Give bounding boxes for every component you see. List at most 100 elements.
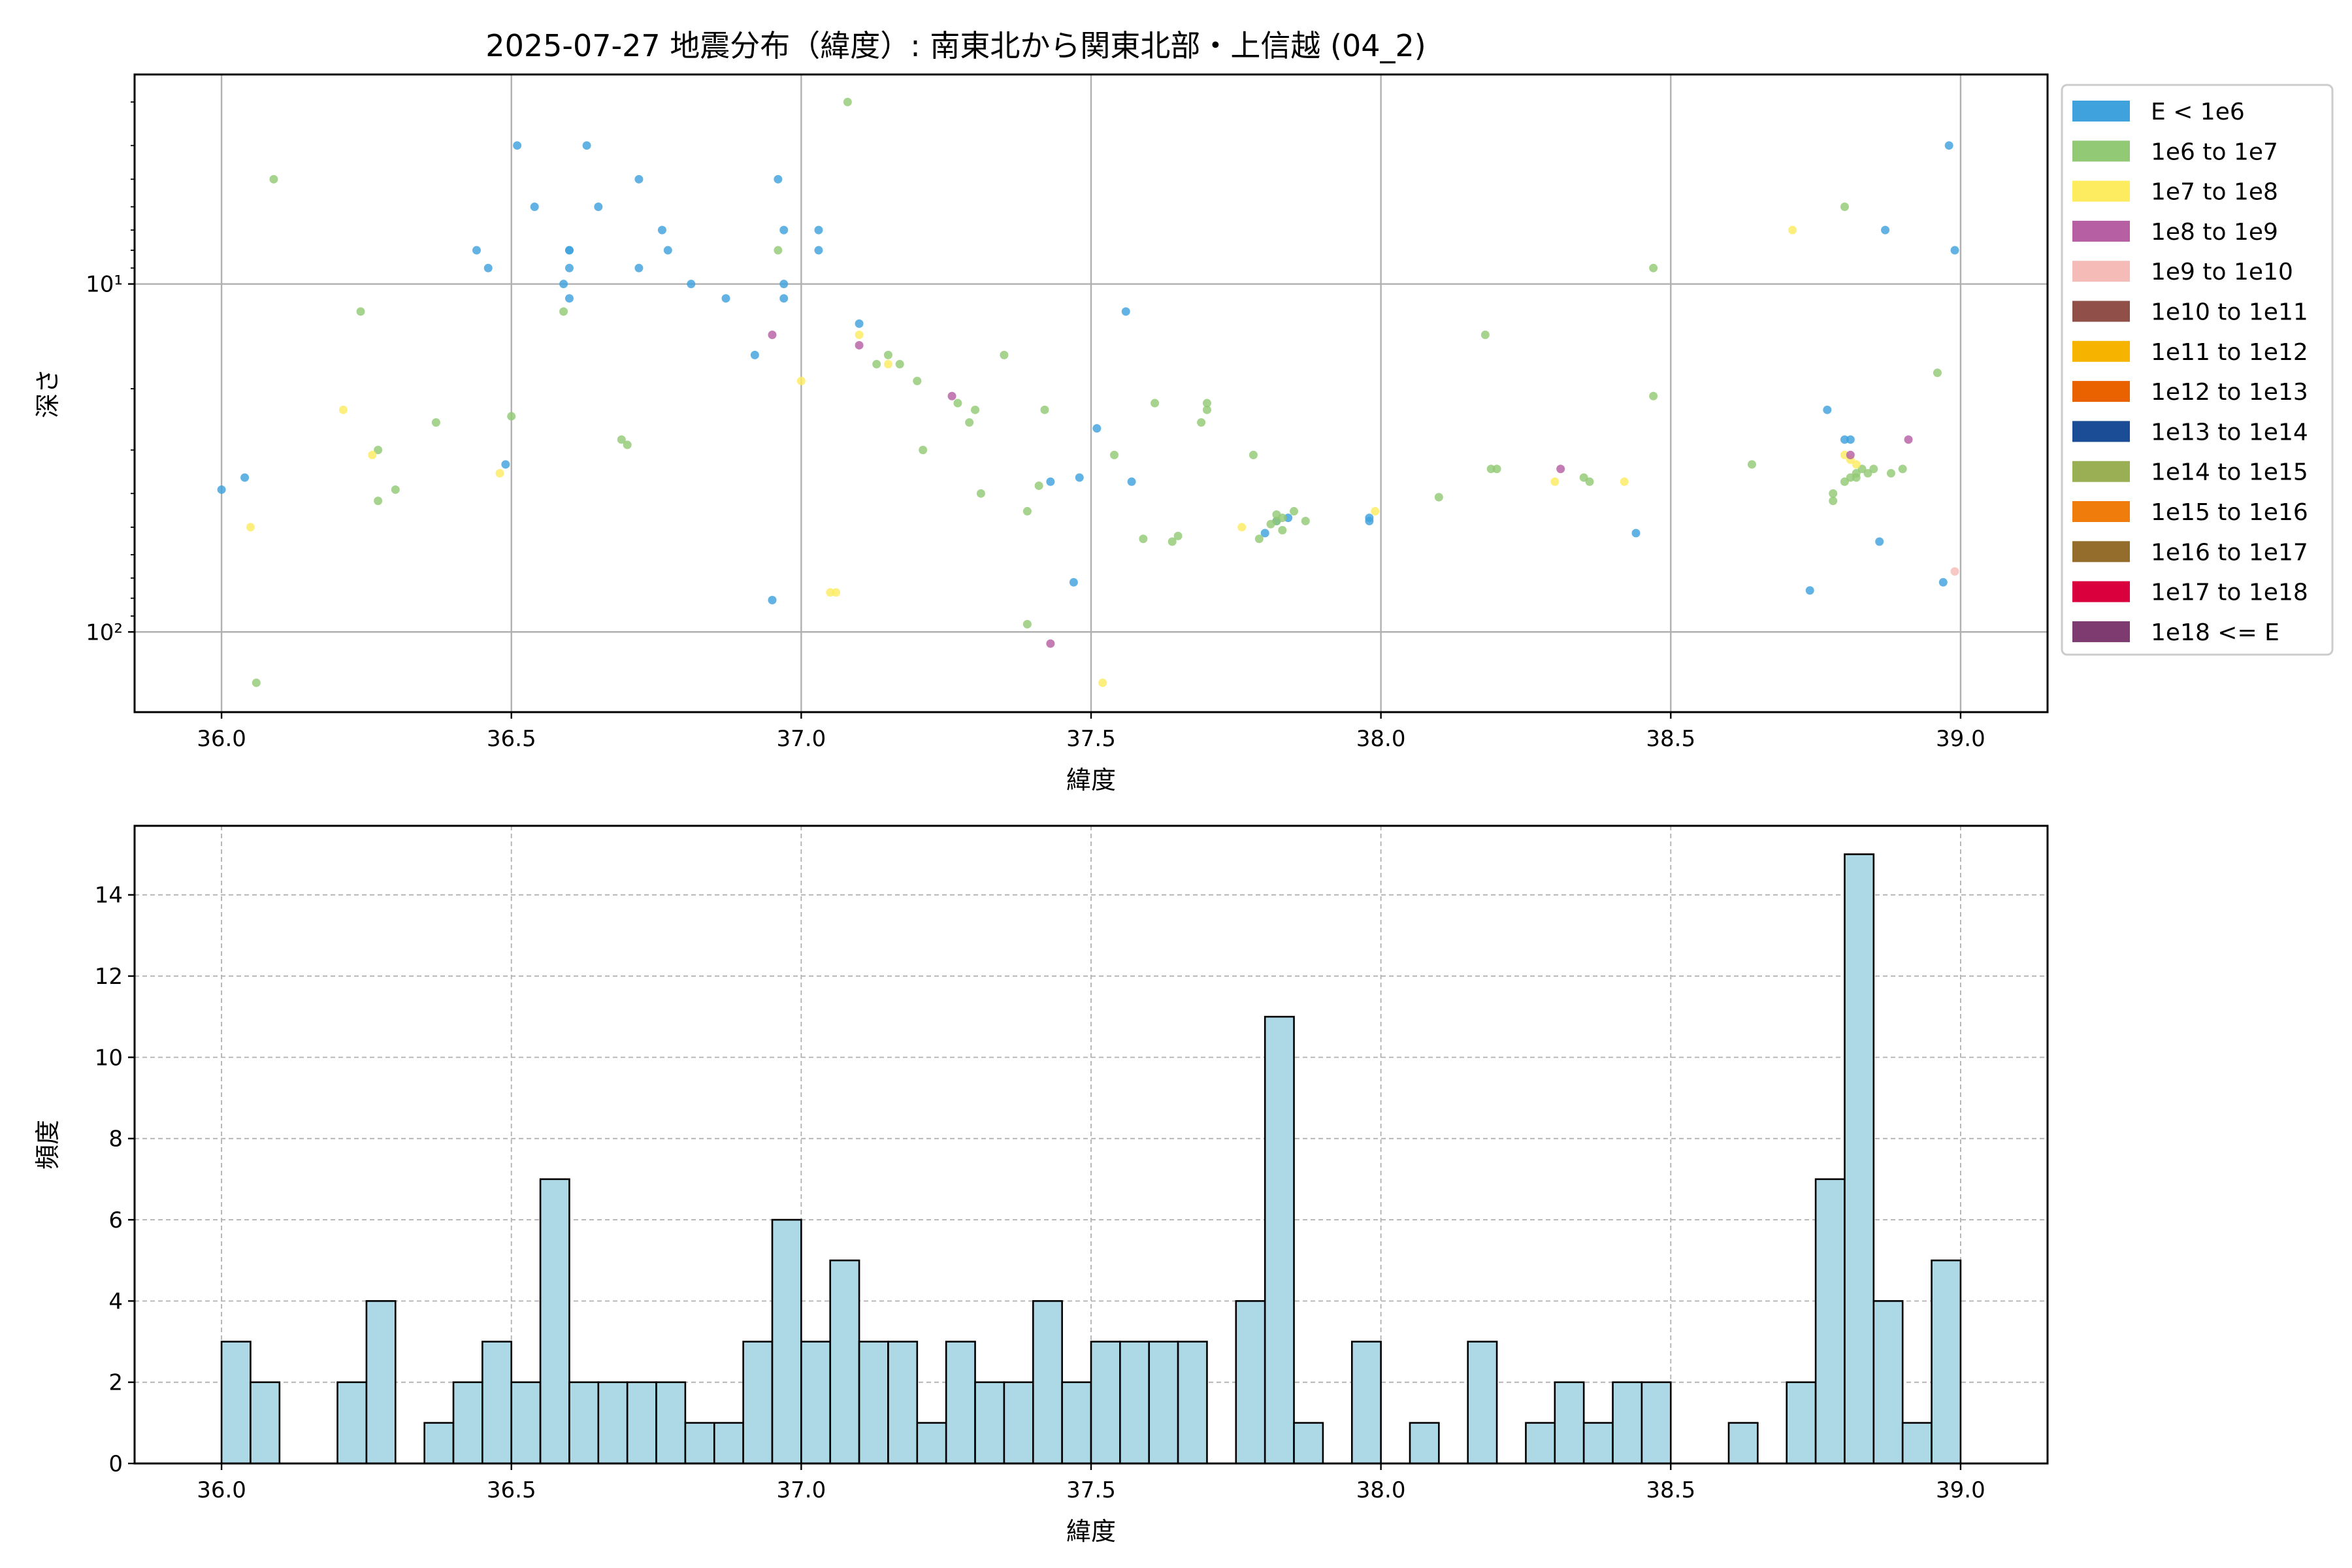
histogram-bar [482, 1341, 513, 1465]
histogram-bar [1931, 1259, 1962, 1465]
scatter-point [1840, 203, 1849, 212]
scatter-point [252, 678, 261, 687]
histogram-bar [1148, 1341, 1179, 1465]
scatter-point [814, 246, 823, 255]
scatter-point [855, 330, 864, 339]
scatter-point [495, 468, 504, 478]
scatter-point [594, 203, 603, 212]
legend: E < 1e6 1e6 to 1e7 1e7 to 1e8 1e8 to 1e9 1e9… [2061, 84, 2334, 656]
histogram-y-tick-label: 12 [95, 964, 123, 990]
legend-swatch [2072, 541, 2130, 563]
scatter-points [217, 97, 1959, 687]
histogram-grid [135, 826, 2048, 1464]
scatter-point [559, 307, 568, 316]
scatter-point [1139, 534, 1148, 544]
histogram-bar [713, 1422, 744, 1465]
histogram-bar [771, 1218, 802, 1465]
scatter-point [721, 294, 730, 303]
scatter-point [1121, 307, 1130, 316]
scatter-x-ticks: 36.0 36.5 37.0 37.5 38.0 38.5 39.0 [197, 712, 1985, 752]
histogram-bar [858, 1341, 889, 1465]
histogram-y-tick-label: 2 [108, 1370, 123, 1396]
scatter-point [1371, 507, 1380, 516]
scatter-point [768, 330, 777, 339]
legend-swatch [2072, 340, 2130, 362]
scatter-point [965, 418, 974, 427]
scatter-point [1197, 418, 1206, 427]
scatter-point [507, 412, 516, 421]
scatter-point [1034, 481, 1043, 490]
histogram-bar [887, 1341, 919, 1465]
scatter-point [559, 280, 568, 289]
scatter-point [1944, 141, 1953, 150]
legend-swatch [2072, 621, 2130, 642]
scatter-point [1585, 477, 1594, 486]
legend-entry-label: E < 1e6 [2151, 99, 2245, 125]
histogram-bar [1612, 1381, 1643, 1465]
histogram-bar [1090, 1341, 1121, 1465]
histogram-bar [1293, 1422, 1324, 1465]
scatter-point [269, 174, 278, 184]
scatter-x-tick-label: 39.0 [1936, 726, 1985, 752]
histogram-bar [1409, 1422, 1440, 1465]
scatter-point [634, 263, 644, 272]
scatter-point [1875, 537, 1884, 546]
scatter-x-tick-label: 37.0 [777, 726, 826, 752]
scatter-point [779, 280, 789, 289]
scatter-point [919, 446, 928, 455]
histogram-bar [452, 1381, 483, 1465]
legend-swatch [2072, 180, 2130, 202]
histogram-bar [1467, 1341, 1498, 1465]
histogram-bar [423, 1422, 455, 1465]
scatter-point [582, 141, 591, 150]
scatter-point [883, 350, 892, 359]
scatter-point [513, 141, 522, 150]
scatter-point [774, 174, 783, 184]
histogram-x-tick-label: 39.0 [1936, 1477, 1985, 1503]
scatter-point [374, 497, 383, 506]
scatter-y-label: 深さ [33, 368, 62, 418]
histogram-bar [1554, 1381, 1585, 1465]
scatter-point [1881, 225, 1890, 235]
scatter-point [779, 225, 789, 235]
histogram-bar [1350, 1341, 1382, 1465]
histogram-bar [365, 1300, 397, 1465]
histogram-bar [1119, 1341, 1151, 1465]
legend-entry-label: 1e7 to 1e8 [2151, 179, 2278, 206]
scatter-point [1173, 531, 1183, 540]
histogram-bar [1235, 1300, 1266, 1465]
legend-swatch [2072, 301, 2130, 322]
scatter-point [1202, 405, 1211, 414]
scatter-point [483, 263, 493, 272]
histogram-x-tick-label: 36.5 [487, 1477, 536, 1503]
scatter-x-label: 緯度 [1066, 766, 1116, 794]
histogram-x-tick-label: 38.5 [1646, 1477, 1695, 1503]
histogram-bar [336, 1381, 368, 1465]
histogram-y-tick-label: 6 [108, 1207, 123, 1233]
scatter-point [374, 446, 383, 455]
histogram-bar [1264, 1015, 1295, 1465]
scatter-x-tick-label: 38.5 [1646, 726, 1695, 752]
scatter-point [1480, 330, 1490, 339]
histogram-bar [1844, 853, 1875, 1465]
scatter-point [1649, 263, 1658, 272]
histogram-y-ticks: 0 2 4 6 8 10 12 14 [95, 883, 135, 1477]
histogram-bar [1641, 1381, 1672, 1465]
scatter-point [1492, 465, 1501, 474]
histogram-bar [1727, 1422, 1759, 1465]
scatter-point [855, 319, 864, 328]
scatter-point [1846, 435, 1855, 444]
histogram-x-tick-label: 36.0 [197, 1477, 246, 1503]
scatter-point [1649, 391, 1658, 400]
histogram-bar [220, 1341, 252, 1465]
legend-entry-label: 1e8 to 1e9 [2151, 219, 2278, 246]
scatter-x-tick-label: 37.5 [1066, 726, 1116, 752]
legend-entry-label: 1e6 to 1e7 [2151, 139, 2278, 165]
legend-entry-label: 1e16 to 1e17 [2151, 539, 2308, 566]
scatter-point [895, 359, 904, 368]
scatter-grid [135, 74, 2048, 712]
scatter-point [976, 489, 985, 498]
scatter-point [530, 203, 539, 212]
scatter-point [768, 596, 777, 605]
scatter-point [1852, 460, 1861, 469]
